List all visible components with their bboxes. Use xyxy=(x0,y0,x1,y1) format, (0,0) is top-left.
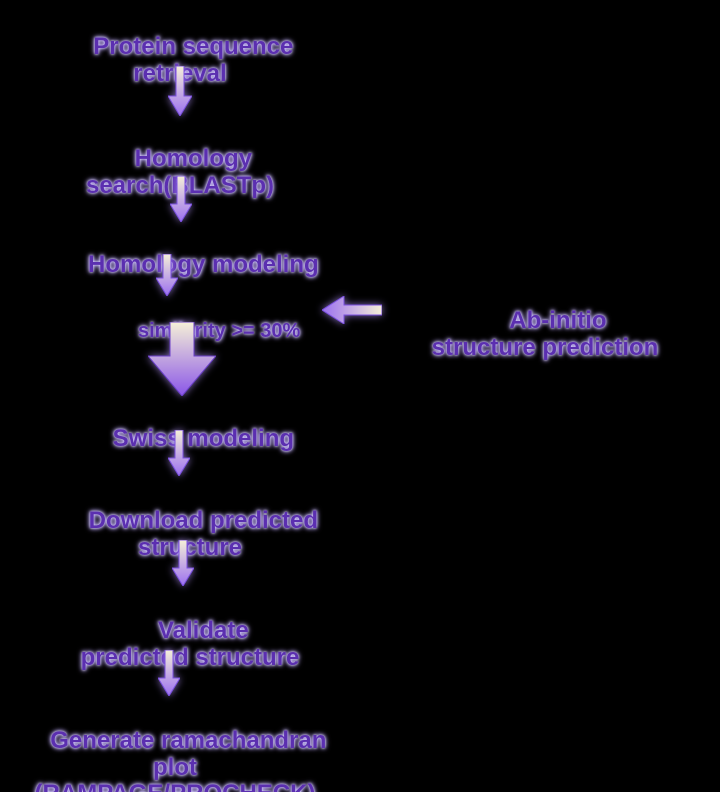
node-label: Protein sequence retrieval xyxy=(93,33,293,86)
node-label: Ab-initio structure prediction xyxy=(432,307,659,360)
node-validate: Validate predicted structure xyxy=(40,592,340,698)
arrow-3 xyxy=(156,254,178,296)
arrow-5 xyxy=(168,430,190,476)
node-label: Homology modeling xyxy=(88,251,319,278)
arrow-big xyxy=(148,322,216,396)
node-label: Swiss modeling xyxy=(113,425,294,452)
arrow-2 xyxy=(170,176,192,222)
arrow-horizontal xyxy=(322,296,382,324)
node-label: Download predicted structure xyxy=(89,507,318,560)
arrow-1 xyxy=(168,66,192,116)
node-label: Validate predicted structure xyxy=(81,617,300,670)
flowchart-canvas: Protein sequence retrieval Homology sear… xyxy=(0,0,720,792)
node-ab-initio: Ab-initio structure prediction xyxy=(395,282,695,388)
node-ramachandran: Generate ramachandran plot (RAMPAGE/PROC… xyxy=(0,702,365,792)
node-swiss-modeling: Swiss modeling xyxy=(70,400,310,479)
arrow-7 xyxy=(158,650,180,696)
node-label: Generate ramachandran plot (RAMPAGE/PROC… xyxy=(35,727,327,792)
node-homology-modeling: Homology modeling xyxy=(50,226,330,305)
arrow-6 xyxy=(172,540,194,586)
